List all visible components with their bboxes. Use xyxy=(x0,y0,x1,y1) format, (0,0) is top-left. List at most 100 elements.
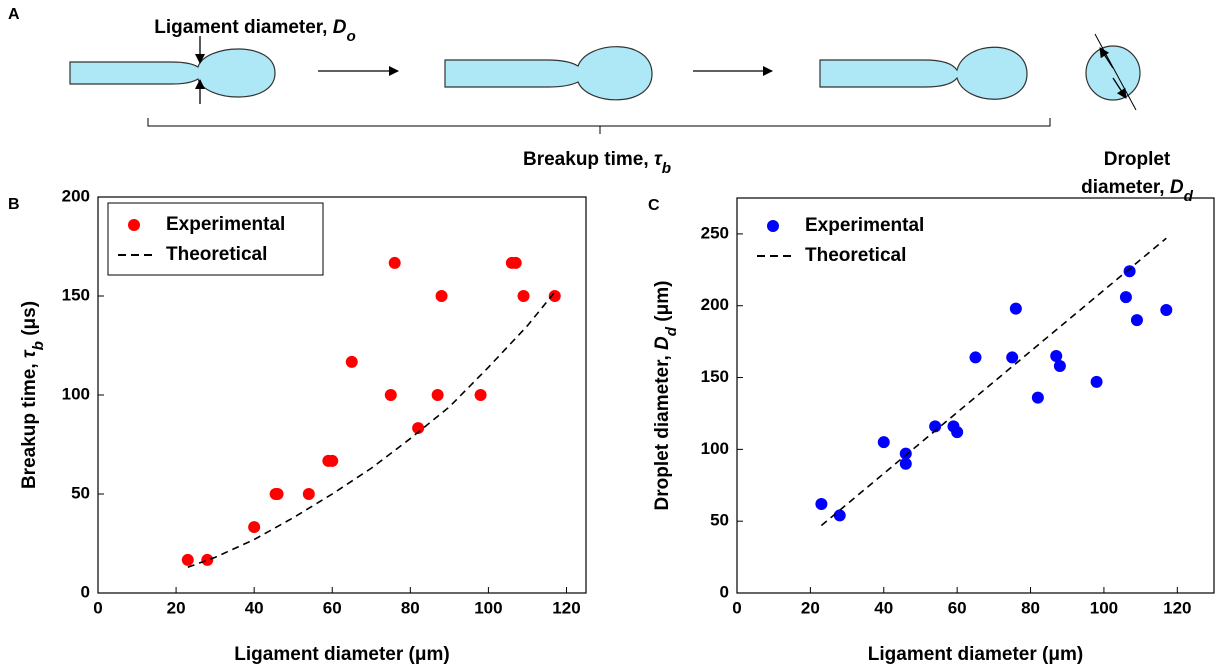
ligament-label: Ligament diameter, Do xyxy=(154,17,355,45)
droplet-shape xyxy=(1085,45,1141,101)
legend-label: Experimental xyxy=(166,214,285,235)
data-point xyxy=(899,457,912,470)
droplet-axis xyxy=(1094,33,1137,111)
droplet-label: diameter, Dd xyxy=(1081,177,1193,205)
data-point xyxy=(548,290,561,302)
legend: Experimental Theoretical xyxy=(107,202,324,276)
label-part: D xyxy=(652,336,673,350)
data-point xyxy=(833,509,846,522)
fit-line xyxy=(187,291,556,569)
y-tick-label: 50 xyxy=(71,483,90,502)
data-point xyxy=(509,256,522,269)
y-tick-label: 250 xyxy=(701,223,729,242)
legend-label: Experimental xyxy=(805,215,924,236)
label-part: Ligament diameter, xyxy=(154,17,332,38)
x-axis-label: Ligament diameter (μm) xyxy=(234,644,449,665)
data-point xyxy=(474,389,487,401)
data-point xyxy=(877,436,890,449)
y-axis-label: Droplet diameter, Dd (μm) xyxy=(652,281,680,511)
x-axis-label: Ligament diameter (μm) xyxy=(868,644,1083,665)
y-tick-label: 200 xyxy=(62,186,90,205)
x-tick-label: 0 xyxy=(732,598,741,617)
panel-label: B xyxy=(8,196,20,213)
fit-line xyxy=(820,237,1167,527)
y-tick-label: 200 xyxy=(701,295,729,314)
x-tick-label: 40 xyxy=(245,598,264,617)
y-tick-label: 0 xyxy=(720,582,729,601)
x-tick-label: 120 xyxy=(552,598,580,617)
x-tick-label: 60 xyxy=(323,598,342,617)
plot-area xyxy=(815,237,1173,527)
data-point xyxy=(1031,391,1044,404)
legend-label: Theoretical xyxy=(166,244,267,265)
label-part: τ xyxy=(654,149,663,170)
x-tick-label: 20 xyxy=(167,598,186,617)
dimension-arrow xyxy=(1112,77,1127,99)
data-point xyxy=(271,488,284,500)
data-point xyxy=(1123,265,1136,278)
y-axis-label: Breakup time, τb (μs) xyxy=(19,301,47,489)
label-part: diameter, xyxy=(1081,177,1170,198)
data-point xyxy=(929,420,942,433)
x-tick-label: 120 xyxy=(1163,598,1191,617)
legend-box xyxy=(107,202,324,276)
data-point xyxy=(326,454,339,467)
legend-label: Theoretical xyxy=(805,245,906,266)
x-tick-label: 80 xyxy=(401,598,420,617)
legend-marker xyxy=(128,219,140,231)
data-point xyxy=(1130,314,1143,327)
droplet-label: Droplet xyxy=(1104,149,1171,170)
data-point xyxy=(1090,375,1103,388)
label-part: D xyxy=(333,17,347,38)
label-part: (μm) xyxy=(652,281,673,327)
x-tick-label: 20 xyxy=(801,598,820,617)
data-point xyxy=(345,355,358,368)
y-tick-label: 100 xyxy=(701,439,729,458)
x-tick-label: 0 xyxy=(93,598,102,617)
data-point xyxy=(1053,360,1066,373)
label-part: Breakup time, xyxy=(523,149,654,170)
y-tick-label: 150 xyxy=(62,285,90,304)
label-part: o xyxy=(346,28,355,45)
x-tick-label: 40 xyxy=(874,598,893,617)
data-point xyxy=(388,256,401,269)
time-bracket xyxy=(147,118,1051,134)
data-point xyxy=(899,447,912,460)
data-point xyxy=(412,422,425,435)
plot-area xyxy=(181,256,561,569)
data-point xyxy=(1050,350,1063,362)
dimension-arrow xyxy=(1099,47,1114,69)
label-part: Breakup time, xyxy=(19,358,40,489)
panel-label: A xyxy=(8,6,20,23)
ligament-shape xyxy=(444,46,653,101)
data-point xyxy=(815,497,828,510)
data-point xyxy=(951,426,964,439)
ligament-shape xyxy=(69,48,276,98)
label-part: τ xyxy=(19,349,40,358)
data-point xyxy=(384,389,397,401)
y-tick-label: 50 xyxy=(710,511,729,530)
data-point xyxy=(435,290,448,302)
label-part: d xyxy=(1184,188,1194,205)
x-tick-label: 100 xyxy=(1090,598,1118,617)
panel-label: C xyxy=(648,197,660,214)
plot-frame xyxy=(736,197,1215,594)
legend: Experimental Theoretical xyxy=(757,215,924,266)
data-point xyxy=(248,521,261,534)
data-point xyxy=(1119,291,1132,304)
label-part: b xyxy=(30,341,47,350)
data-point xyxy=(201,553,214,566)
ligament-shape xyxy=(819,46,1028,100)
annotations xyxy=(147,33,1137,134)
data-point xyxy=(517,290,530,302)
label-part: (μs) xyxy=(19,301,40,341)
x-tick-label: 80 xyxy=(1021,598,1040,617)
y-tick-label: 0 xyxy=(81,582,90,601)
x-tick-label: 100 xyxy=(474,598,502,617)
y-tick-label: 100 xyxy=(62,384,90,403)
data-point xyxy=(181,553,194,566)
data-point xyxy=(302,488,315,500)
label-part: D xyxy=(1170,177,1184,198)
data-point xyxy=(1009,302,1022,315)
